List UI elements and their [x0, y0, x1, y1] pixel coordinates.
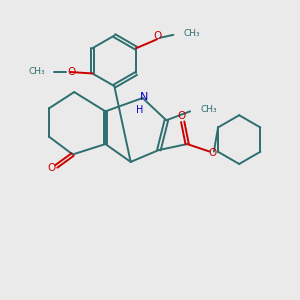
Text: O: O	[208, 148, 217, 158]
Text: O: O	[153, 31, 161, 41]
Text: N: N	[140, 92, 148, 101]
Text: O: O	[177, 111, 185, 122]
Text: H: H	[136, 105, 143, 115]
Text: CH₃: CH₃	[200, 105, 217, 114]
Text: O: O	[68, 67, 76, 77]
Text: O: O	[47, 163, 55, 173]
Text: CH₃: CH₃	[28, 67, 45, 76]
Text: CH₃: CH₃	[184, 29, 200, 38]
